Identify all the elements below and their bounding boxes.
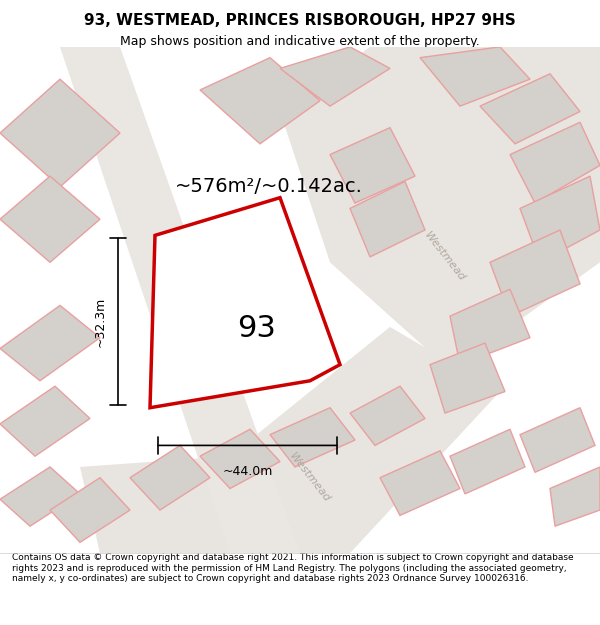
- Polygon shape: [80, 327, 500, 553]
- Polygon shape: [350, 386, 425, 446]
- Polygon shape: [330, 127, 415, 203]
- Polygon shape: [480, 74, 580, 144]
- Polygon shape: [280, 47, 600, 370]
- Polygon shape: [200, 429, 280, 489]
- Text: Map shows position and indicative extent of the property.: Map shows position and indicative extent…: [120, 35, 480, 48]
- Text: Contains OS data © Crown copyright and database right 2021. This information is : Contains OS data © Crown copyright and d…: [12, 553, 574, 583]
- Polygon shape: [0, 79, 120, 187]
- Polygon shape: [490, 230, 580, 316]
- Text: ~576m²/~0.142ac.: ~576m²/~0.142ac.: [175, 177, 363, 196]
- Text: Westmead: Westmead: [287, 451, 332, 504]
- Polygon shape: [0, 467, 80, 526]
- Polygon shape: [50, 478, 130, 542]
- Text: Westmead: Westmead: [422, 230, 467, 284]
- Polygon shape: [0, 386, 90, 456]
- Text: 93: 93: [238, 314, 277, 342]
- Text: ~44.0m: ~44.0m: [223, 465, 272, 478]
- Polygon shape: [430, 343, 505, 413]
- Polygon shape: [0, 176, 100, 262]
- Polygon shape: [520, 408, 595, 472]
- Polygon shape: [450, 429, 525, 494]
- Polygon shape: [270, 408, 355, 467]
- Polygon shape: [130, 446, 210, 510]
- Polygon shape: [520, 176, 600, 262]
- Polygon shape: [0, 306, 100, 381]
- Polygon shape: [280, 47, 390, 106]
- Polygon shape: [60, 47, 300, 553]
- Polygon shape: [150, 198, 340, 408]
- Text: ~32.3m: ~32.3m: [94, 296, 107, 347]
- Polygon shape: [380, 451, 460, 516]
- Polygon shape: [200, 58, 320, 144]
- Polygon shape: [420, 47, 530, 106]
- Text: 93, WESTMEAD, PRINCES RISBOROUGH, HP27 9HS: 93, WESTMEAD, PRINCES RISBOROUGH, HP27 9…: [84, 13, 516, 28]
- Polygon shape: [550, 467, 600, 526]
- Polygon shape: [350, 181, 425, 257]
- Polygon shape: [450, 289, 530, 364]
- Polygon shape: [510, 122, 600, 203]
